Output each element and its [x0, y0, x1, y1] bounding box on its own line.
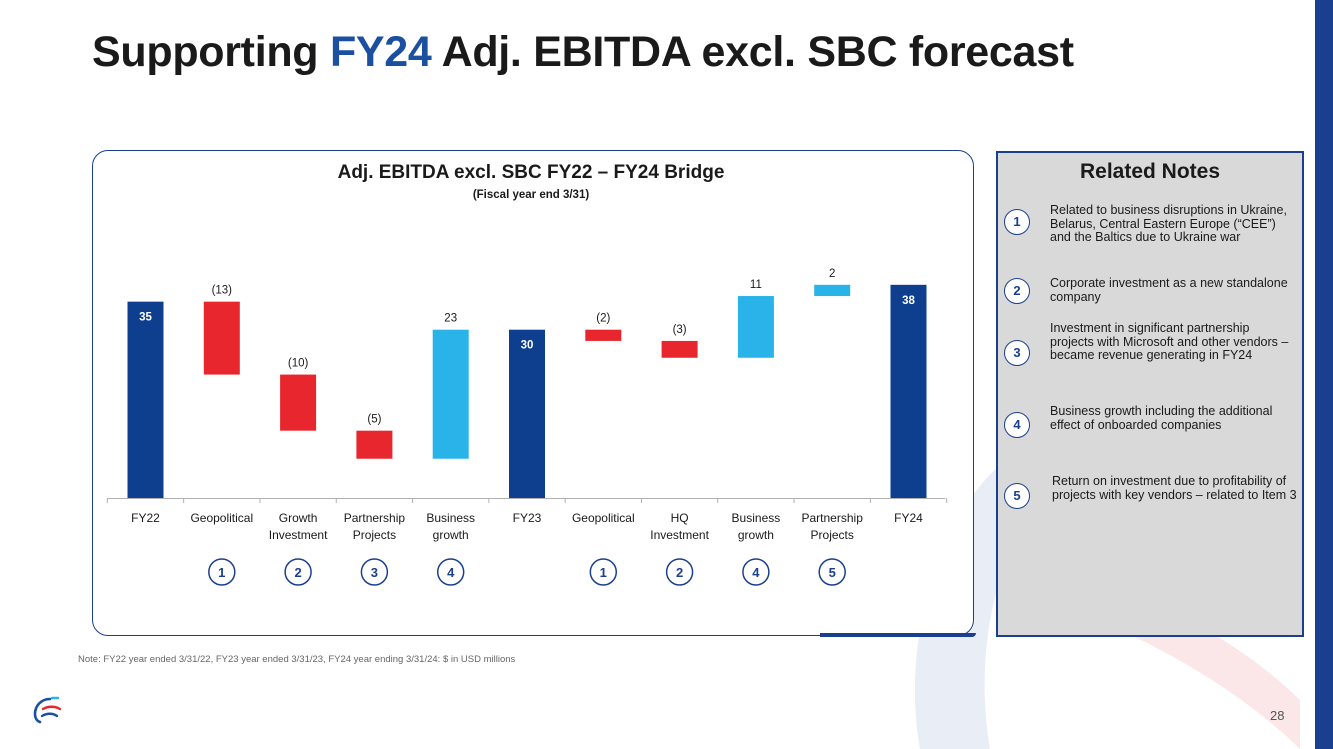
- bar-value-label: 2: [829, 268, 835, 280]
- x-tick-label: growth: [433, 528, 469, 542]
- waterfall-bar: [432, 329, 469, 459]
- waterfall-bar: [661, 340, 698, 358]
- note-ref-badge: [284, 558, 312, 586]
- bar-value-label: (10): [288, 358, 309, 370]
- title-suffix: Adj. EBITDA excl. SBC forecast: [431, 28, 1074, 76]
- note-number-badge: 4: [1004, 412, 1030, 438]
- note-text: Return on investment due to profitabilit…: [1052, 474, 1297, 502]
- related-notes-panel: Related Notes 1 Related to business disr…: [996, 151, 1304, 637]
- x-tick-label: Geopolitical: [190, 511, 253, 525]
- x-tick-label: Growth: [279, 511, 318, 525]
- note-ref-label: 4: [447, 565, 455, 580]
- x-tick-label: Projects: [811, 528, 854, 542]
- note-text: Related to business disruptions in Ukrai…: [1050, 203, 1287, 244]
- x-tick-label: Partnership: [802, 511, 864, 525]
- note-number-badge: 1: [1004, 209, 1030, 235]
- waterfall-bar: [737, 296, 774, 358]
- note-ref-badge: [436, 558, 465, 586]
- note-number-badge: 5: [1004, 483, 1030, 509]
- note-number-badge: 3: [1004, 340, 1030, 366]
- chart-title: Adj. EBITDA excl. SBC FY22 – FY24 Bridge: [338, 162, 725, 183]
- note-ref-label: 1: [218, 565, 225, 580]
- waterfall-bar: [356, 430, 393, 459]
- note-ref-badge: [589, 558, 618, 586]
- bar-value-label: 38: [902, 295, 915, 307]
- note-text: Investment in significant partnership pr…: [1050, 321, 1289, 362]
- x-tick-label: FY23: [513, 511, 542, 525]
- page-number: 28: [1270, 708, 1285, 723]
- right-edge-accent-bar: [1315, 0, 1333, 749]
- x-tick-label: Geopolitical: [572, 511, 635, 525]
- note-ref-badge: [742, 558, 770, 586]
- notes-title: Related Notes: [1079, 160, 1221, 183]
- waterfall-bar: [509, 329, 545, 498]
- x-tick-label: Investment: [269, 528, 328, 542]
- note-ref-badge: [208, 558, 236, 586]
- bar-value-label: (5): [367, 414, 381, 426]
- note-ref-label: 1: [600, 565, 607, 580]
- x-tick-label: FY22: [131, 511, 160, 525]
- x-tick-label: Partnership: [344, 511, 406, 525]
- note-ref-label: 2: [676, 565, 683, 580]
- note-number-badge: 2: [1004, 278, 1030, 304]
- note-text: Business growth including the additional…: [1050, 404, 1273, 432]
- note-ref-badge: [818, 558, 846, 586]
- waterfall-bar: [127, 301, 164, 498]
- waterfall-chart: Adj. EBITDA excl. SBC FY22 – FY24 Bridge…: [106, 162, 948, 586]
- note-ref-badge: [360, 558, 389, 586]
- chart-subtitle: (Fiscal year end 3/31): [473, 189, 590, 201]
- bar-value-label: (2): [596, 313, 610, 325]
- waterfall-bar: [814, 284, 851, 297]
- bridge-chart-card: Adj. EBITDA excl. SBC FY22 – FY24 Bridge…: [92, 150, 974, 636]
- waterfall-bar: [280, 374, 317, 431]
- note-ref-badge: [665, 558, 694, 586]
- title-accent: FY24: [329, 28, 432, 76]
- bar-value-label: 23: [444, 313, 457, 325]
- bar-value-label: 11: [750, 279, 762, 291]
- bar-value-label: (13): [212, 285, 233, 297]
- x-tick-label: Business: [732, 511, 781, 525]
- x-tick-label: HQ: [671, 511, 689, 525]
- slide-title: Supporting FY24 Adj. EBITDA excl. SBC fo…: [92, 28, 1074, 77]
- note-ref-label: 2: [294, 565, 301, 580]
- x-tick-label: growth: [738, 528, 774, 542]
- x-tick-label: Investment: [650, 528, 709, 542]
- note-ref-label: 3: [371, 565, 378, 580]
- x-tick-label: FY24: [894, 511, 923, 525]
- footnote: Note: FY22 year ended 3/31/22, FY23 year…: [78, 654, 516, 665]
- x-tick-label: Business: [426, 511, 475, 525]
- waterfall-bar: [585, 329, 622, 341]
- note-text: Corporate investment as a new standalone…: [1050, 276, 1288, 304]
- chart-card-accent-underline: [820, 633, 976, 637]
- note-ref-label: 4: [752, 565, 760, 580]
- bar-value-label: (3): [673, 324, 687, 336]
- bar-value-label: 35: [139, 312, 152, 324]
- note-ref-label: 5: [829, 565, 836, 580]
- bar-value-label: 30: [521, 340, 534, 352]
- company-logo-icon: [33, 696, 62, 724]
- waterfall-bar: [890, 284, 927, 498]
- waterfall-bar: [203, 301, 240, 375]
- title-prefix: Supporting: [92, 28, 330, 76]
- x-tick-label: Projects: [353, 528, 396, 542]
